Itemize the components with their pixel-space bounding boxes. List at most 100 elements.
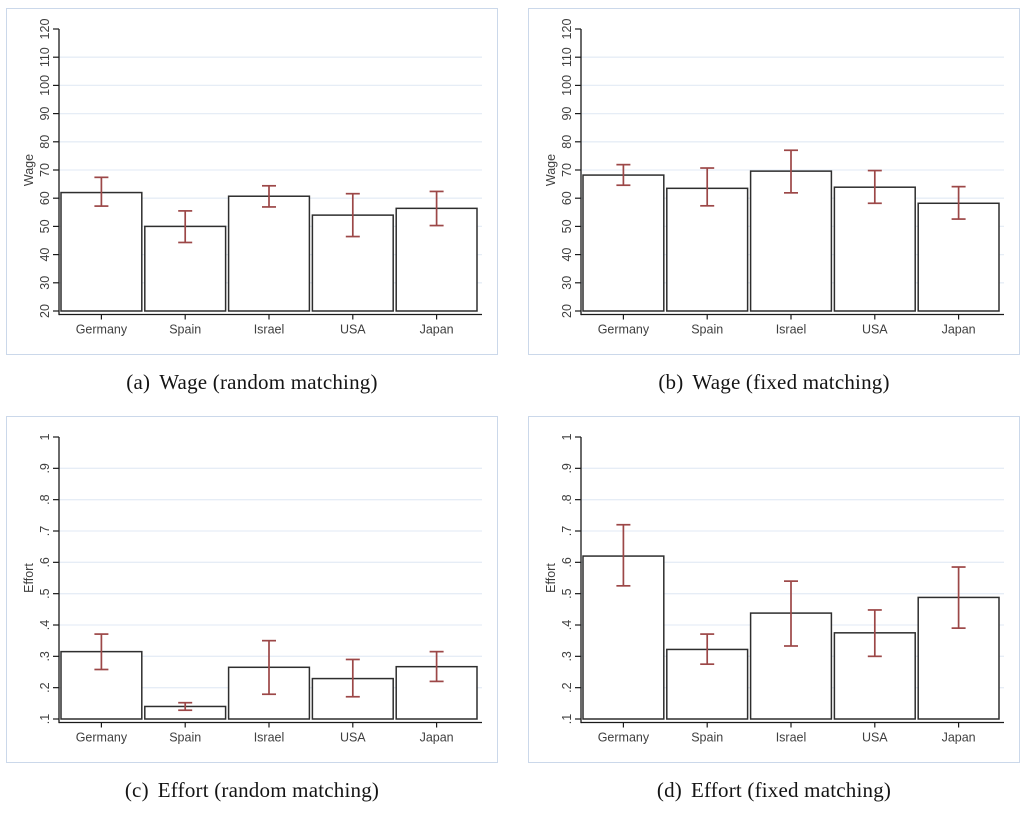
y-tick-label: .3 bbox=[38, 651, 52, 661]
y-tick-label: 110 bbox=[38, 47, 52, 67]
y-tick-label: 80 bbox=[38, 135, 52, 149]
panel-effort-random: .1 .2 .3 .4 .5 .6 .7 .8 .9 1 Effort Germany Spain Isr… bbox=[6, 416, 498, 803]
bar-israel bbox=[227, 195, 311, 312]
bar-israel bbox=[749, 170, 833, 312]
y-tick-label: 1 bbox=[560, 433, 574, 440]
y-axis-title: Wage bbox=[544, 154, 558, 186]
caption-a: (a) Wage (random matching) bbox=[6, 370, 498, 395]
chart-panel-c: .1 .2 .3 .4 .5 .6 .7 .8 .9 1 Effort Germany Spain Isr… bbox=[6, 416, 498, 763]
error-bar-germany bbox=[616, 163, 631, 187]
error-bar-germany bbox=[94, 633, 109, 671]
x-tick-label-japan: Japan bbox=[942, 323, 976, 337]
chart-panel-d: .1 .2 .3 .4 .5 .6 .7 .8 .9 1 Effort Germany Spain Isr… bbox=[528, 416, 1020, 763]
y-axis-ticks: .1 .2 .3 .4 .5 .6 .7 .8 .9 1 bbox=[38, 433, 59, 724]
y-tick-label: .9 bbox=[560, 463, 574, 473]
x-tick-label-germany: Germany bbox=[76, 323, 128, 337]
error-bar-japan bbox=[951, 566, 966, 629]
x-tick-label-usa: USA bbox=[862, 731, 888, 745]
y-axis-ticks: 20 30 40 50 60 70 80 90 100 110 120 bbox=[560, 19, 581, 318]
error-bar-israel bbox=[262, 639, 276, 696]
error-bar-japan bbox=[429, 650, 444, 683]
error-bar-usa bbox=[867, 169, 882, 205]
y-tick-label: .7 bbox=[38, 526, 52, 536]
x-tick-label-spain: Spain bbox=[169, 323, 201, 337]
error-bar-israel bbox=[784, 580, 798, 647]
x-tick-label-usa: USA bbox=[862, 323, 888, 337]
y-tick-label: 90 bbox=[38, 107, 52, 121]
y-tick-label: .2 bbox=[38, 682, 52, 692]
bars bbox=[60, 191, 478, 312]
caption-c: (c) Effort (random matching) bbox=[6, 778, 498, 803]
y-tick-label: 20 bbox=[38, 304, 52, 318]
x-tick-label-japan: Japan bbox=[420, 323, 454, 337]
y-tick-label: .6 bbox=[560, 557, 574, 567]
caption-b-text: Wage (fixed matching) bbox=[692, 370, 890, 394]
y-tick-label: 50 bbox=[38, 219, 52, 233]
bar-usa bbox=[833, 186, 916, 312]
y-tick-label: .4 bbox=[560, 620, 574, 630]
error-bar-spain bbox=[700, 633, 715, 666]
error-bar-japan bbox=[951, 185, 966, 220]
y-tick-label: 70 bbox=[38, 163, 52, 177]
x-tick-label-japan: Japan bbox=[942, 731, 976, 745]
panel-wage-fixed: 20 30 40 50 60 70 80 90 100 110 120 Wage Germany Spai… bbox=[528, 8, 1020, 395]
error-bar-usa bbox=[345, 658, 360, 698]
y-tick-label: 80 bbox=[560, 135, 574, 149]
y-tick-label: .6 bbox=[38, 557, 52, 567]
y-tick-label: .8 bbox=[560, 494, 574, 504]
wage-fixed-chart: 20 30 40 50 60 70 80 90 100 110 120 Wage Germany Spai… bbox=[544, 19, 1004, 337]
error-bar-spain bbox=[178, 701, 193, 712]
y-tick-label: .1 bbox=[38, 714, 52, 724]
y-axis-title: Wage bbox=[22, 154, 36, 186]
caption-b: (b) Wage (fixed matching) bbox=[528, 370, 1020, 395]
y-tick-label: 20 bbox=[560, 304, 574, 318]
y-tick-label: 120 bbox=[38, 19, 52, 40]
axes bbox=[58, 437, 482, 724]
effort-fixed-chart: .1 .2 .3 .4 .5 .6 .7 .8 .9 1 Effort Germany Spain Isr… bbox=[544, 433, 1004, 745]
y-tick-label: .5 bbox=[38, 588, 52, 598]
error-bar-israel bbox=[262, 184, 276, 208]
y-axis-title: Effort bbox=[544, 563, 558, 593]
axes bbox=[580, 29, 1004, 316]
y-tick-label: .1 bbox=[560, 714, 574, 724]
y-tick-label: 110 bbox=[560, 47, 574, 67]
x-tick-label-spain: Spain bbox=[691, 731, 723, 745]
y-tick-label: 1 bbox=[38, 433, 52, 440]
x-tick-label-japan: Japan bbox=[420, 731, 454, 745]
wage-random-chart: 20 30 40 50 60 70 80 90 100 110 120 Wage Germany Spai… bbox=[22, 19, 482, 337]
caption-b-label: (b) bbox=[658, 370, 684, 394]
error-bar-germany bbox=[616, 523, 631, 587]
panel-effort-fixed: .1 .2 .3 .4 .5 .6 .7 .8 .9 1 Effort Germany Spain Isr… bbox=[528, 416, 1020, 803]
error-bar-israel bbox=[784, 149, 798, 194]
error-bar-usa bbox=[345, 192, 360, 238]
y-tick-label: .7 bbox=[560, 526, 574, 536]
x-tick-label-spain: Spain bbox=[169, 731, 201, 745]
x-axis-labels: Germany Spain Israel USA Japan bbox=[598, 314, 976, 337]
x-tick-label-germany: Germany bbox=[598, 323, 650, 337]
bar-spain bbox=[666, 187, 749, 312]
bar-germany bbox=[582, 555, 665, 720]
axes bbox=[580, 437, 1004, 724]
error-bars bbox=[616, 149, 966, 220]
caption-d-text: Effort (fixed matching) bbox=[690, 778, 892, 802]
y-axis-title: Effort bbox=[22, 563, 36, 593]
error-bar-spain bbox=[700, 167, 715, 207]
x-tick-label-usa: USA bbox=[340, 731, 366, 745]
panel-wage-random: 20 30 40 50 60 70 80 90 100 110 120 Wage Germany Spai… bbox=[6, 8, 498, 395]
y-tick-label: 100 bbox=[560, 75, 574, 96]
chart-panel-b: 20 30 40 50 60 70 80 90 100 110 120 Wage Germany Spai… bbox=[528, 8, 1020, 355]
error-bar-usa bbox=[867, 609, 882, 658]
chart-panel-a: 20 30 40 50 60 70 80 90 100 110 120 Wage Germany Spai… bbox=[6, 8, 498, 355]
caption-d: (d) Effort (fixed matching) bbox=[528, 778, 1020, 803]
y-tick-label: .2 bbox=[560, 682, 574, 692]
caption-c-label: (c) bbox=[124, 778, 149, 802]
caption-a-text: Wage (random matching) bbox=[159, 370, 378, 394]
y-tick-label: 50 bbox=[560, 219, 574, 233]
bar-japan bbox=[917, 202, 1000, 312]
x-tick-label-germany: Germany bbox=[76, 731, 128, 745]
axes bbox=[58, 29, 482, 316]
bar-germany bbox=[60, 191, 143, 312]
error-bars bbox=[616, 523, 966, 666]
caption-c-text: Effort (random matching) bbox=[157, 778, 380, 802]
